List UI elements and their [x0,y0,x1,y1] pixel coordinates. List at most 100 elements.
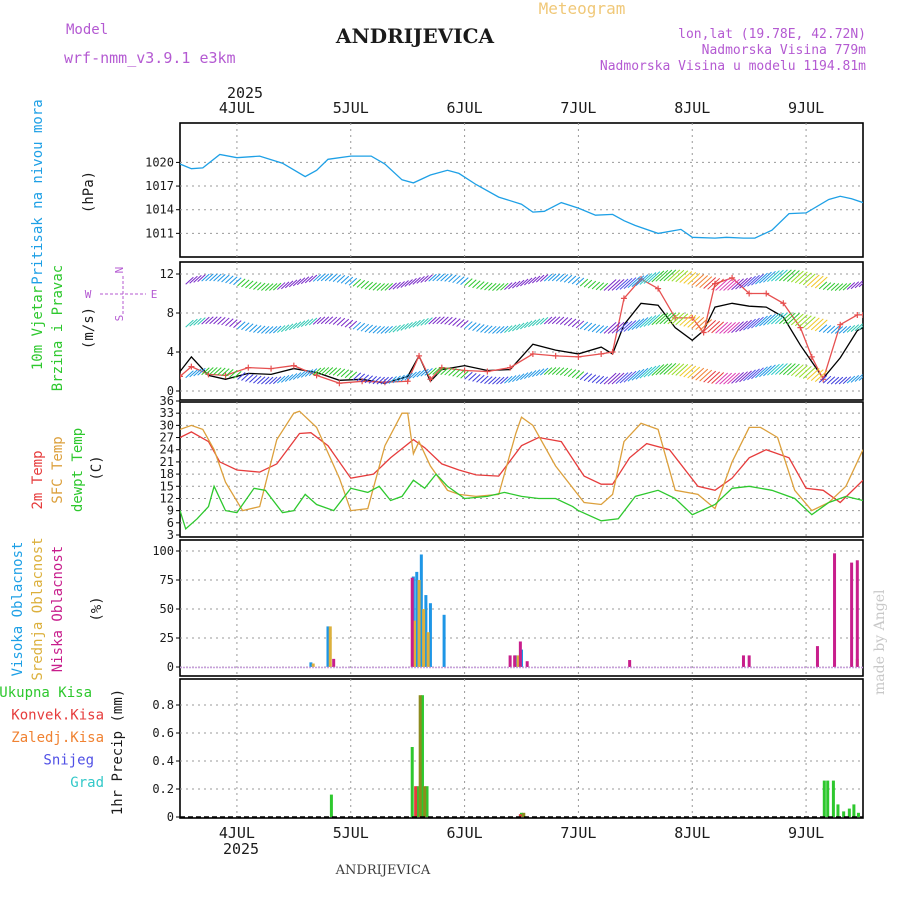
wind-barb [778,269,792,282]
wind-barb [643,365,657,378]
wind-barb [504,375,513,384]
wind-barb [854,374,863,382]
wind-barb [727,372,740,385]
wind-barb [858,282,863,288]
wind-barb [480,324,489,333]
wind-barb [241,373,250,381]
wind-barb [288,322,298,331]
temperature-ytick-label: 36 [160,394,174,408]
pressure-label: Pritisak na nivou mora [30,99,46,284]
wind-barb [735,320,748,333]
wind-barb [635,274,649,286]
wind-barb [213,273,222,282]
temp-unit: (C) [89,455,105,480]
cloud-unit: (%) [89,596,105,621]
wind-barb [436,316,445,325]
wind-barb [292,372,302,380]
wind-gust-point [672,314,679,321]
wind-barb [639,316,653,328]
wind-barb [671,312,685,325]
wind-barb [273,376,282,385]
cloud-bar [513,655,517,667]
wind-barb [520,372,529,381]
wind-barb [384,376,393,385]
wind-barb [599,325,609,334]
wind-barb [332,274,342,283]
wind-barb [257,376,266,385]
wind-barb [237,372,246,380]
pressure-line-pritisak-na-nivou-mora [180,153,863,239]
top-day-labels: 4JUL 5JUL 6JUL 7JUL 8JUL 9JUL [219,99,824,117]
top-day-label: 6JUL [447,99,483,117]
bottom-day-label: 5JUL [333,824,369,842]
wind-barb [324,316,334,325]
wind-barb [715,372,729,385]
wind-barb [193,274,202,283]
wind-barb [508,324,517,333]
wind-barb [205,273,214,282]
wind-barb [300,276,310,285]
wind-barb [842,282,852,291]
location-coordinates: lon,lat (19.78E, 42.72N) [678,27,866,42]
wind-barb [488,376,497,385]
wind-line-brzina-vjetra [180,302,863,384]
wind-barb [292,321,302,330]
wind-barb [651,270,665,283]
wind-barb [535,368,545,377]
wind-barb [245,323,254,332]
wind-barb [376,283,385,291]
wind-ytick-label: 12 [160,267,174,281]
wind-barb [500,325,509,334]
wind-barb [372,376,381,385]
wind-barb [344,319,354,328]
wind-barb [719,322,733,334]
wind-barb [715,278,729,291]
wind-barb [607,372,621,385]
wind-barb [814,319,828,332]
wind-barb [826,376,836,385]
wind-barb [838,325,848,334]
precip-bar [416,786,420,817]
temperature-ytick-label: 27 [160,431,174,445]
cloud-bar [332,658,336,667]
wind-gust-point [416,352,423,359]
panel-precip: 0 0.2 0.4 0.6 0.8 [152,678,864,824]
wind-barb [452,275,461,284]
wind-barb [376,326,385,334]
wind-barb [699,319,713,331]
station-altitude: Nadmorska Visina 779m [702,43,867,58]
wind-barb [336,317,346,326]
wind-barb [587,280,597,289]
wind-barb [516,279,525,288]
wind-barb [711,372,725,384]
wind-barb [292,278,302,287]
wind-barb [703,320,717,332]
wind-barb [368,376,377,384]
wind-barb [567,369,577,378]
wind-barb [595,282,605,291]
wind-barb [755,366,768,379]
wind-barb [296,277,306,286]
panel-cloud: 0 25 50 75 100 [152,539,864,677]
wind-barb [539,274,549,282]
wind-gust-point [712,280,719,287]
wind-barb [273,282,282,291]
wind-barb [615,321,629,334]
wind-gust-point [746,290,753,297]
wind-barb [512,374,521,383]
wind-barb [543,367,553,376]
wind-barb [328,273,338,282]
wind-barb [213,316,222,325]
wind-barb [269,283,278,291]
watermark: made by Angel [872,589,888,695]
wind-barb [675,313,689,326]
precip-ytick-label: 0.6 [152,726,174,740]
cloud-bar [419,554,423,667]
wind-barb [647,314,661,326]
wind-barb [699,276,713,288]
wind-barb [834,283,844,291]
wind-barb [826,325,836,334]
wind-barb [607,322,621,334]
wind-barb [265,376,274,385]
wind-barb [531,275,541,284]
